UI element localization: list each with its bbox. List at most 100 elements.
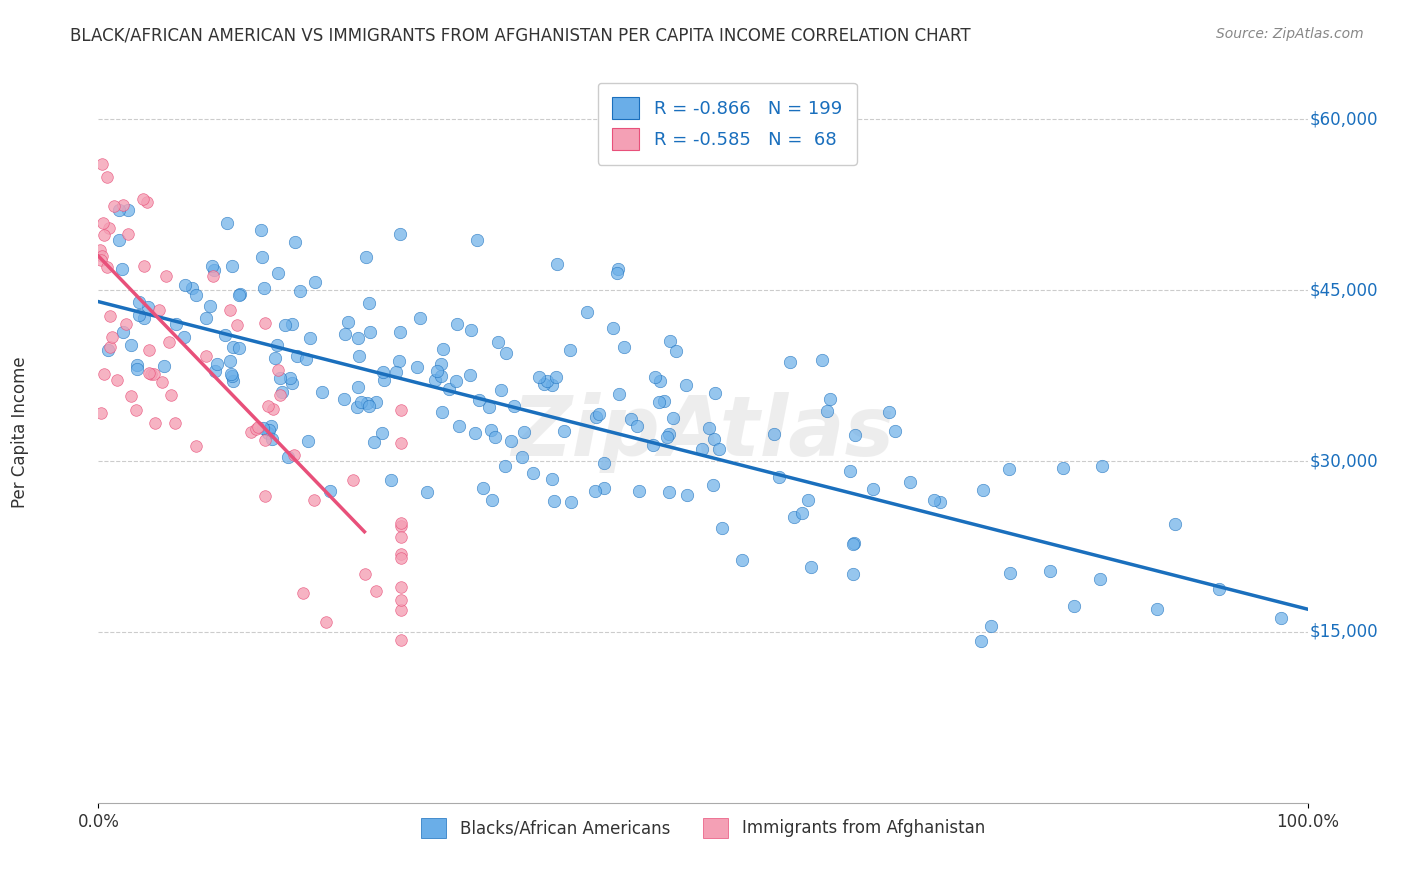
Text: BLACK/AFRICAN AMERICAN VS IMMIGRANTS FROM AFGHANISTAN PER CAPITA INCOME CORRELAT: BLACK/AFRICAN AMERICAN VS IMMIGRANTS FRO…: [70, 27, 972, 45]
Immigrants from Afghanistan: [389, 603, 412, 617]
Blacks/African Americans: [252, 421, 274, 435]
Blacks/African Americans: [260, 418, 283, 433]
Blacks/African Americans: [782, 509, 804, 524]
Blacks/African Americans: [347, 349, 370, 363]
Blacks/African Americans: [228, 341, 250, 355]
Blacks/African Americans: [661, 411, 683, 425]
Text: $15,000: $15,000: [1310, 623, 1379, 641]
Blacks/African Americans: [425, 373, 447, 387]
Immigrants from Afghanistan: [90, 405, 112, 419]
Blacks/African Americans: [652, 394, 675, 409]
Blacks/African Americans: [768, 470, 790, 484]
Blacks/African Americans: [388, 325, 411, 339]
Blacks/African Americans: [447, 419, 470, 434]
Blacks/African Americans: [513, 425, 536, 440]
Text: Per Capita Income: Per Capita Income: [11, 357, 30, 508]
Immigrants from Afghanistan: [269, 388, 291, 402]
Blacks/African Americans: [842, 566, 865, 581]
Blacks/African Americans: [214, 328, 236, 343]
Blacks/African Americans: [153, 359, 176, 373]
Immigrants from Afghanistan: [245, 421, 267, 435]
Blacks/African Americans: [432, 342, 454, 356]
Blacks/African Americans: [446, 317, 468, 331]
Blacks/African Americans: [262, 432, 284, 446]
Immigrants from Afghanistan: [124, 402, 146, 417]
Immigrants from Afghanistan: [142, 367, 165, 381]
Immigrants from Afghanistan: [253, 489, 276, 503]
Blacks/African Americans: [184, 287, 207, 301]
Blacks/African Americans: [354, 250, 377, 264]
Blacks/African Americans: [607, 387, 630, 401]
Immigrants from Afghanistan: [138, 366, 160, 380]
Blacks/African Americans: [288, 285, 311, 299]
Blacks/African Americans: [127, 362, 149, 376]
Immigrants from Afghanistan: [302, 493, 325, 508]
Blacks/African Americans: [898, 475, 921, 490]
Immigrants from Afghanistan: [247, 420, 270, 434]
Blacks/African Americans: [371, 365, 394, 379]
Immigrants from Afghanistan: [389, 632, 412, 647]
Blacks/African Americans: [675, 378, 697, 392]
Blacks/African Americans: [648, 374, 671, 388]
Text: $45,000: $45,000: [1310, 281, 1378, 299]
Blacks/African Americans: [297, 434, 319, 449]
Blacks/African Americans: [478, 400, 501, 414]
Blacks/African Americans: [602, 321, 624, 335]
Blacks/African Americans: [980, 619, 1002, 633]
Blacks/African Americans: [583, 483, 606, 498]
Blacks/African Americans: [97, 343, 120, 357]
Blacks/African Americans: [628, 484, 651, 499]
Immigrants from Afghanistan: [97, 220, 120, 235]
Blacks/African Americans: [363, 435, 385, 450]
Immigrants from Afghanistan: [254, 316, 277, 330]
Immigrants from Afghanistan: [152, 375, 174, 389]
Blacks/African Americans: [626, 418, 648, 433]
Immigrants from Afghanistan: [389, 593, 412, 607]
Blacks/African Americans: [465, 233, 488, 247]
Blacks/African Americans: [877, 405, 900, 419]
Immigrants from Afghanistan: [120, 389, 142, 403]
Immigrants from Afghanistan: [96, 260, 118, 275]
Immigrants from Afghanistan: [91, 157, 114, 171]
Blacks/African Americans: [796, 492, 818, 507]
Blacks/African Americans: [648, 395, 671, 409]
Blacks/African Americans: [658, 485, 681, 500]
Blacks/African Americans: [481, 493, 503, 508]
Immigrants from Afghanistan: [292, 586, 315, 600]
Blacks/African Americans: [215, 216, 238, 230]
Blacks/African Americans: [200, 299, 222, 313]
Immigrants from Afghanistan: [89, 243, 111, 257]
Blacks/African Americans: [607, 261, 630, 276]
Immigrants from Afghanistan: [155, 269, 177, 284]
Blacks/African Americans: [800, 560, 823, 574]
Blacks/African Americans: [613, 340, 636, 354]
Immigrants from Afghanistan: [90, 252, 112, 267]
Immigrants from Afghanistan: [93, 368, 115, 382]
Blacks/African Americans: [606, 266, 628, 280]
Blacks/African Americans: [218, 354, 240, 368]
Blacks/African Americans: [219, 368, 242, 382]
Immigrants from Afghanistan: [389, 519, 412, 533]
Blacks/African Americans: [333, 326, 356, 341]
Blacks/African Americans: [543, 494, 565, 508]
Blacks/African Americans: [444, 374, 467, 388]
Blacks/African Americans: [194, 310, 217, 325]
Blacks/African Americans: [388, 354, 411, 368]
Immigrants from Afghanistan: [389, 551, 412, 566]
Blacks/African Americans: [277, 450, 299, 464]
Blacks/African Americans: [844, 535, 866, 549]
Blacks/African Americans: [346, 400, 368, 414]
Blacks/African Americans: [285, 349, 308, 363]
Blacks/African Americans: [665, 344, 688, 359]
Blacks/African Americans: [731, 553, 754, 567]
Blacks/African Americans: [510, 450, 533, 465]
Blacks/African Americans: [228, 287, 250, 301]
Blacks/African Americans: [108, 202, 131, 217]
Blacks/African Americans: [1146, 602, 1168, 616]
Blacks/African Americans: [311, 385, 333, 400]
Blacks/African Americans: [499, 434, 522, 448]
Immigrants from Afghanistan: [112, 198, 135, 212]
Immigrants from Afghanistan: [226, 318, 249, 333]
Blacks/African Americans: [1270, 611, 1292, 625]
Immigrants from Afghanistan: [98, 340, 121, 354]
